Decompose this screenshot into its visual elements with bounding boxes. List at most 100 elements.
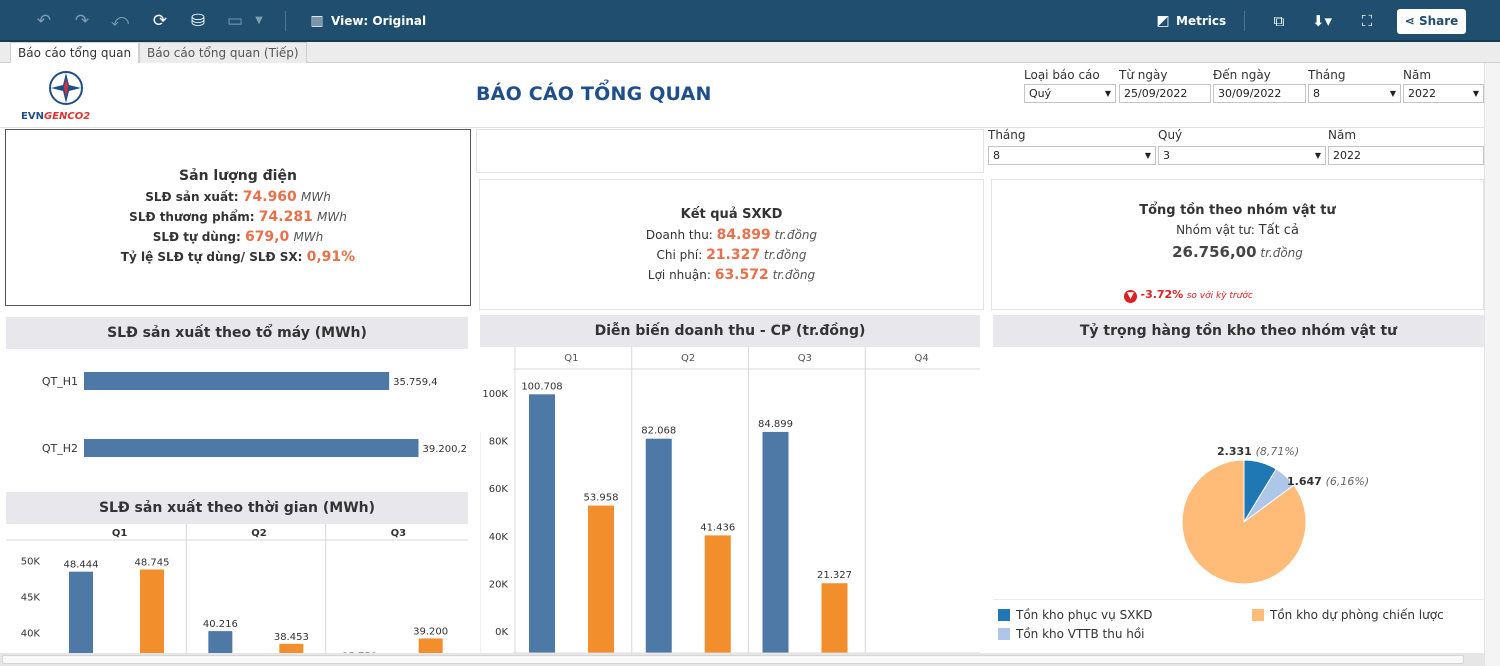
chart2-data-label: 35.759 <box>342 651 377 653</box>
sld-tu-dung: SLĐ tự dùng: 679,0 MWh <box>152 229 324 245</box>
arrow-down-icon: ▼ <box>1124 290 1137 303</box>
chart4-pct-label: (85,13%) <box>1165 597 1216 599</box>
chart3-svg: 100K 80K 60K 40K 20K 0K Q1 100.708 53.958 Q2 82.06… <box>480 347 980 653</box>
legend-label-sxkd: Tồn kho phục vụ SXKD <box>1016 608 1153 622</box>
chart2-svg: 50K45K40K35KQ148.44448.745Q240.21638.453… <box>6 524 468 653</box>
logo-text-genco: GENCO2 <box>44 111 90 121</box>
sld-thuong-pham: SLĐ thương phẩm: 74.281 MWh <box>129 209 347 225</box>
sld-san-xuat: SLĐ sản xuất: 74.960 MWh <box>145 189 331 205</box>
scrollbar-thumb[interactable] <box>2 655 1464 664</box>
pause-icon[interactable]: ▭ <box>226 11 244 31</box>
chart3-y-tick: 80K <box>489 437 509 448</box>
chart3-bar <box>821 583 848 653</box>
chart4-value-label: 2.331 <box>1217 445 1256 458</box>
chart4-svg: 2.331 (8,71%) 1.647 (6,16%) 22.778 (85,13%… <box>1119 445 1369 599</box>
chart3-bar <box>704 535 731 653</box>
report-type-select[interactable]: Quý ▼ <box>1024 84 1116 103</box>
chart2-y-tick: 40K <box>21 629 41 640</box>
chart3-y-tick: 20K <box>489 579 509 590</box>
header-divider <box>0 127 1484 128</box>
metrics-icon[interactable]: ◩ <box>1156 13 1170 29</box>
legend-divider <box>993 599 1484 600</box>
chart3-bar <box>645 438 672 653</box>
filter-label-from-date: Từ ngày <box>1119 68 1168 82</box>
filter2-label-quarter: Quý <box>1158 128 1183 142</box>
nhom-vat-tu: Nhóm vật tư: Tất cả <box>1176 223 1299 238</box>
month-select[interactable]: 8 ▼ <box>1308 84 1401 103</box>
chart2-group-label: Q3 <box>391 528 407 539</box>
chart2-data-label: 38.453 <box>274 632 309 643</box>
chevron-down-icon: ▼ <box>1104 89 1111 98</box>
chart3-y-tick: 100K <box>482 389 508 400</box>
download-icon[interactable]: ⬇▾ <box>1311 12 1333 30</box>
filter-label-to-date: Đến ngày <box>1213 68 1271 82</box>
horizontal-scrollbar[interactable] <box>0 653 1484 666</box>
redo-icon[interactable]: ↷ <box>74 11 90 31</box>
logo-text: EVN <box>21 111 44 121</box>
legend-swatch-sxkd <box>998 609 1010 621</box>
tab-bao-cao-tong-quan[interactable]: Báo cáo tổng quan <box>10 42 140 64</box>
data-source-icon[interactable]: ⛁ <box>190 11 206 31</box>
chart3-data-label: 41.436 <box>700 522 735 533</box>
month2-select[interactable]: 8 ▼ <box>988 146 1156 165</box>
chart2-data-label: 48.444 <box>64 560 99 571</box>
legend-label-du-phong: Tồn kho dự phòng chiến lược <box>1270 608 1444 622</box>
chart2-bar <box>140 569 164 653</box>
chart3-data-label: 100.708 <box>521 381 562 392</box>
quarter-select[interactable]: 3 ▼ <box>1158 146 1326 165</box>
dropdown-icon[interactable]: ▼ <box>255 15 263 26</box>
chart4-slice-label: 1.647 (6,16%) <box>1287 475 1369 488</box>
revert-icon[interactable]: ⤺ <box>110 11 130 31</box>
chart2-group-label: Q1 <box>112 528 128 539</box>
chart2-title: SLĐ sản xuất theo thời gian (MWh) <box>6 492 468 524</box>
ton-kho-total: 26.756,00 tr.đồng <box>1172 243 1303 261</box>
year-select[interactable]: 2022 ▼ <box>1403 84 1484 103</box>
chart4-slice-label: 22.778 (85,13%) <box>1119 597 1216 599</box>
view-button[interactable]: View: Original <box>331 14 427 28</box>
company-logo: EVN GENCO2 <box>20 69 112 122</box>
sheet-tabs: Báo cáo tổng quan Báo cáo tổng quan (Tiế… <box>0 42 1500 64</box>
chart3-group-label: Q3 <box>798 353 812 364</box>
vertical-scrollbar[interactable] <box>1484 63 1500 666</box>
metrics-button[interactable]: Metrics <box>1176 14 1227 28</box>
san-luong-title: Sản lượng điện <box>179 168 297 184</box>
chart3-title: Diễn biến doanh thu - CP (tr.đồng) <box>480 315 980 347</box>
chart4-pct-label: (6,16%) <box>1326 475 1370 488</box>
filter-label-month: Tháng <box>1308 68 1346 82</box>
view-icon[interactable]: ▥ <box>310 13 324 29</box>
legend-swatch-du-phong <box>1252 609 1264 621</box>
ket-qua-title: Kết quả SXKD <box>680 207 783 222</box>
ton-kho-title: Tổng tồn theo nhóm vật tư <box>1139 203 1336 218</box>
year2-select[interactable]: 2022 <box>1328 146 1484 165</box>
tab-bao-cao-tong-quan-tiep[interactable]: Báo cáo tổng quan (Tiếp) <box>139 42 307 63</box>
chevron-down-icon: ▼ <box>1472 89 1479 98</box>
legend-label-thu-hoi: Tồn kho VTTB thu hồi <box>1016 627 1145 641</box>
chart3-y-tick: 0K <box>495 627 508 638</box>
toolbar: ↶ ↷ ⤺ ⟳ ⛁ ▭ ▼ ▥ View: Original ◩ Metrics… <box>0 0 1500 42</box>
chart1-data-label: 39.200,2 <box>423 444 468 455</box>
fullscreen-icon[interactable]: ⛶ <box>1361 12 1373 30</box>
chart2-bar <box>69 571 93 653</box>
chart4-slice <box>1181 459 1307 585</box>
filter-label-year: Năm <box>1403 68 1432 82</box>
filter-label-report-type: Loại báo cáo <box>1024 68 1100 82</box>
comments-icon[interactable]: ⧉ <box>1273 12 1285 30</box>
chart2-group-label: Q2 <box>251 528 267 539</box>
chart1-svg: QT_H1 35.759,4 QT_H2 39.200,2 <box>42 372 468 457</box>
chart3-group-label: Q2 <box>681 353 695 364</box>
chart3-data-label: 53.958 <box>584 493 619 504</box>
chart1-data-label: 35.759,4 <box>393 377 438 388</box>
filter2-label-year: Năm <box>1328 128 1357 142</box>
chart2-data-label: 40.216 <box>203 619 238 630</box>
chart3-group-label: Q1 <box>564 353 578 364</box>
to-date-input[interactable]: 30/09/2022 <box>1213 84 1306 103</box>
undo-icon[interactable]: ↶ <box>36 11 52 31</box>
from-date-input[interactable]: 25/09/2022 <box>1119 84 1211 103</box>
chart2-y-tick: 45K <box>21 593 41 604</box>
refresh-icon[interactable]: ⟳ <box>152 11 168 31</box>
chart2-bar <box>208 631 233 653</box>
toolbar-separator <box>285 11 286 31</box>
chart3-data-label: 82.068 <box>641 426 676 437</box>
chart3-bar <box>762 431 789 653</box>
share-button[interactable]: ⋖ Share <box>1397 9 1466 34</box>
